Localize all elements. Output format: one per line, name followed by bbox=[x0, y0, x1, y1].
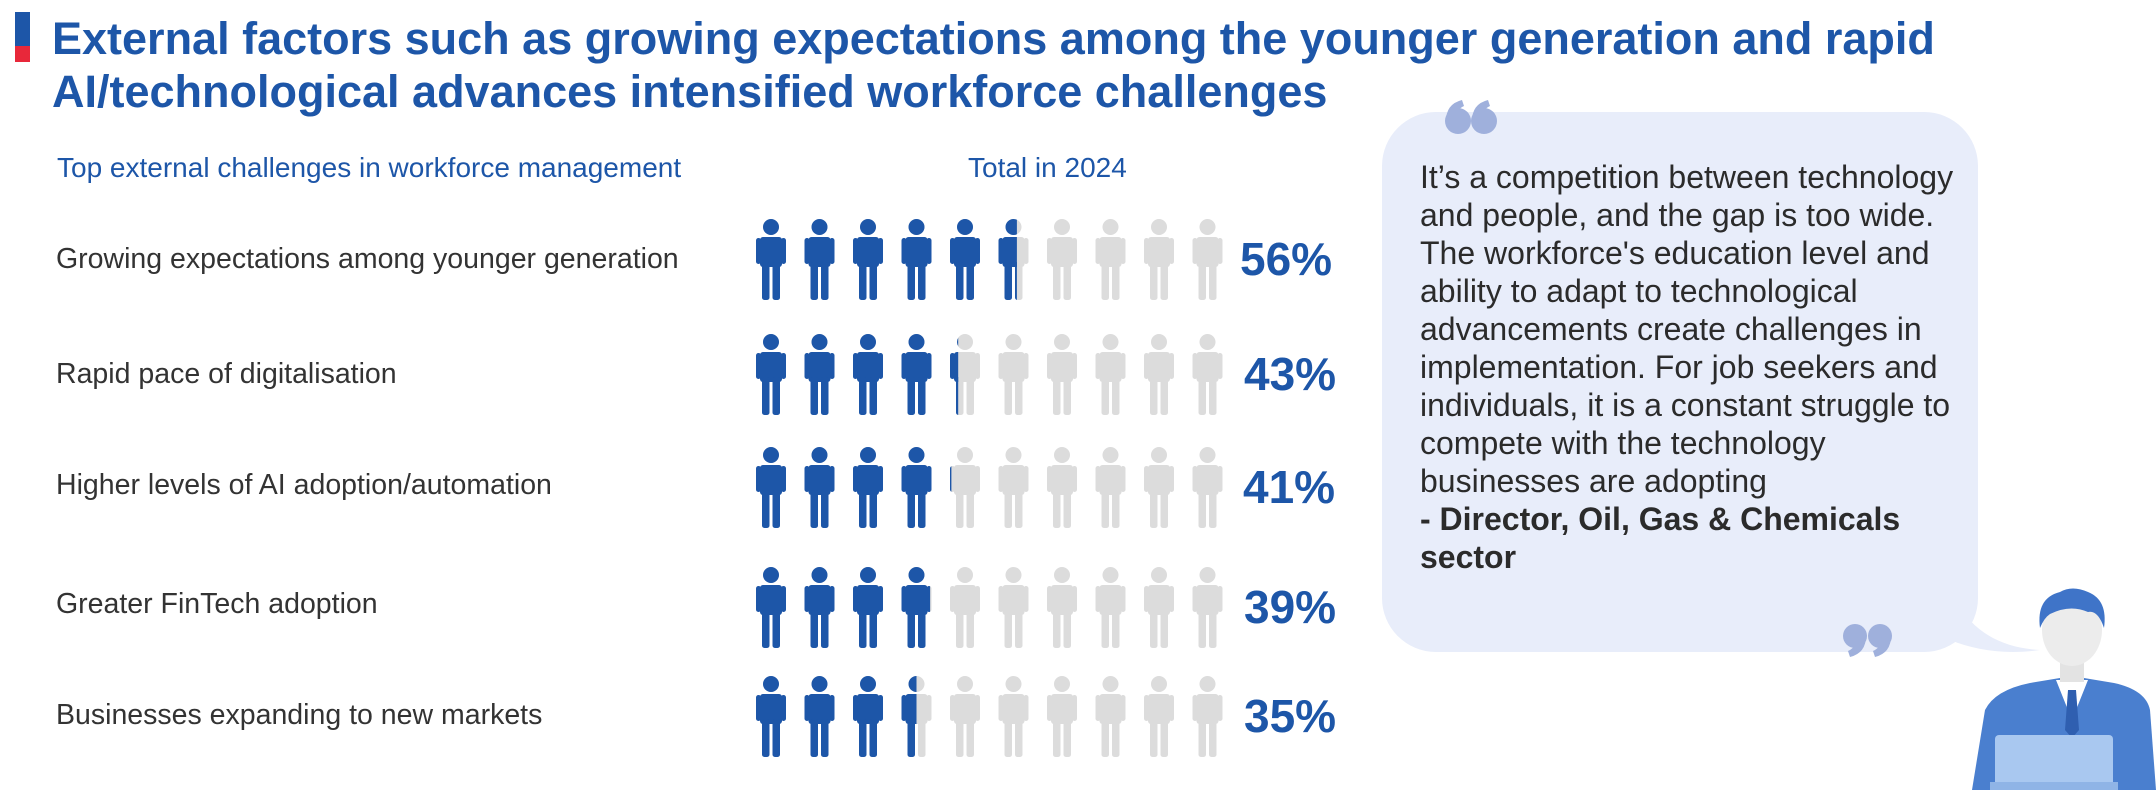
person-icon bbox=[901, 334, 932, 415]
person-icon bbox=[804, 334, 835, 415]
person-icon bbox=[901, 567, 932, 648]
person-icon bbox=[756, 567, 786, 648]
open-quote-icon bbox=[1445, 100, 1497, 134]
quote-attribution: - Director, Oil, Gas & Chemicals sector bbox=[1420, 501, 1901, 575]
title-accent-bar bbox=[15, 12, 30, 62]
value-label: 35% bbox=[1244, 690, 1337, 742]
person-icon bbox=[901, 447, 932, 528]
person-icon bbox=[1095, 567, 1126, 648]
person-icon bbox=[853, 567, 883, 648]
person-icon bbox=[1144, 676, 1174, 757]
person-icon bbox=[804, 219, 835, 300]
businessman-laptop-icon bbox=[1972, 588, 2156, 790]
person-icon bbox=[1144, 447, 1174, 528]
close-quote-icon bbox=[1843, 624, 1892, 657]
person-icon bbox=[1095, 447, 1126, 528]
person-icon bbox=[1192, 676, 1223, 757]
value-label: 43% bbox=[1244, 348, 1337, 400]
person-icon bbox=[1095, 219, 1126, 300]
person-icon bbox=[998, 676, 1029, 757]
person-icon bbox=[756, 676, 786, 757]
person-icon bbox=[1095, 334, 1126, 415]
person-icon bbox=[804, 567, 835, 648]
person-icon bbox=[756, 447, 786, 528]
person-icon bbox=[853, 219, 883, 300]
person-icon bbox=[1144, 334, 1174, 415]
value-label: 39% bbox=[1244, 581, 1337, 633]
person-icon bbox=[804, 447, 835, 528]
person-icon bbox=[1192, 334, 1223, 415]
person-icon bbox=[756, 219, 786, 300]
category-label: Rapid pace of digitalisation bbox=[56, 358, 397, 390]
person-icon bbox=[998, 447, 1029, 528]
quote-bubble bbox=[1382, 112, 1978, 652]
person-icon bbox=[853, 334, 883, 415]
person-icon bbox=[950, 219, 980, 300]
person-icon bbox=[756, 334, 786, 415]
person-icon bbox=[1047, 334, 1077, 415]
value-label: 41% bbox=[1243, 461, 1336, 513]
person-icon bbox=[1047, 676, 1077, 757]
pictogram-chart bbox=[756, 219, 1223, 757]
person-icon bbox=[1047, 567, 1077, 648]
person-icon bbox=[853, 447, 883, 528]
category-label: Higher levels of AI adoption/automation bbox=[56, 469, 552, 501]
person-icon bbox=[1047, 219, 1077, 300]
person-icon bbox=[853, 676, 883, 757]
chart-title: Top external challenges in workforce man… bbox=[57, 152, 682, 183]
category-label: Growing expectations among younger gener… bbox=[56, 243, 679, 275]
person-icon bbox=[950, 676, 980, 757]
category-label: Greater FinTech adoption bbox=[56, 588, 378, 620]
quote-text: It’s a competition between technology an… bbox=[1420, 159, 1954, 499]
person-icon bbox=[950, 567, 980, 648]
person-icon bbox=[998, 567, 1029, 648]
value-label: 56% bbox=[1240, 233, 1333, 285]
person-icon bbox=[1047, 447, 1077, 528]
person-icon bbox=[950, 334, 980, 415]
person-icon bbox=[1192, 219, 1223, 300]
person-icon bbox=[804, 676, 835, 757]
person-icon bbox=[998, 334, 1029, 415]
series-label: Total in 2024 bbox=[968, 152, 1127, 183]
person-icon bbox=[998, 219, 1029, 300]
person-icon bbox=[1192, 567, 1223, 648]
person-icon bbox=[1144, 567, 1174, 648]
category-label: Businesses expanding to new markets bbox=[56, 699, 543, 731]
person-icon bbox=[1095, 676, 1126, 757]
page-title: External factors such as growing expecta… bbox=[52, 13, 1935, 117]
person-icon bbox=[1144, 219, 1174, 300]
person-icon bbox=[950, 447, 980, 528]
person-icon bbox=[1192, 447, 1223, 528]
person-icon bbox=[901, 676, 932, 757]
person-icon bbox=[901, 219, 932, 300]
